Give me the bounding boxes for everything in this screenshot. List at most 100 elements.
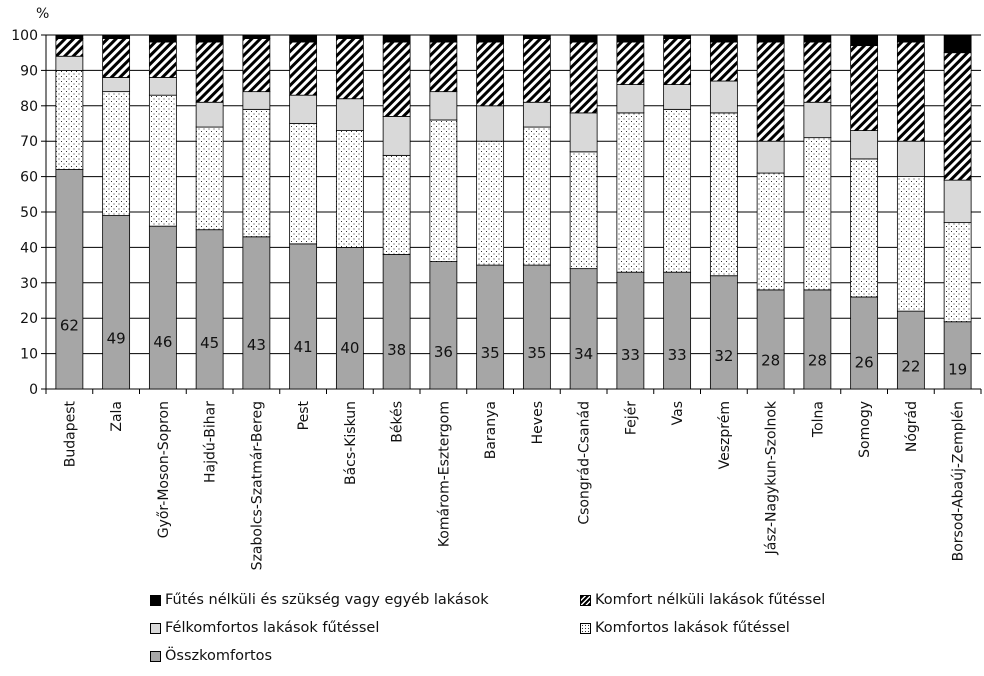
bar-segment bbox=[289, 123, 318, 245]
data-label: 19 bbox=[948, 360, 967, 378]
bar-segment bbox=[148, 94, 177, 227]
bar-segment bbox=[663, 84, 692, 110]
bar-segment bbox=[476, 34, 505, 43]
x-tick-label: Somogy bbox=[857, 401, 873, 458]
x-tick-label: Borsod-Abaúj-Zemplén bbox=[951, 401, 967, 561]
bar-segment bbox=[803, 101, 832, 139]
bar-segment bbox=[242, 91, 271, 110]
bar-segment bbox=[195, 126, 224, 231]
x-tick-label: Csongrád-Csanád bbox=[577, 401, 593, 525]
bar-segment bbox=[429, 261, 458, 390]
bar-segment bbox=[709, 275, 738, 390]
bars bbox=[55, 34, 972, 390]
bar-segment bbox=[195, 41, 224, 103]
bar-segment bbox=[896, 34, 925, 43]
x-tick-label: Veszprém bbox=[717, 401, 733, 469]
data-label: 62 bbox=[60, 316, 79, 334]
bar-segment bbox=[289, 94, 318, 124]
bar-segment bbox=[569, 151, 598, 270]
bar-segment bbox=[803, 137, 832, 291]
bar-segment bbox=[476, 264, 505, 390]
bar-segment bbox=[522, 264, 551, 390]
bar-segment bbox=[382, 34, 411, 43]
x-tick-label: Bács-Kiskun bbox=[343, 401, 359, 485]
bar-segment bbox=[616, 271, 645, 390]
data-label: 28 bbox=[761, 351, 780, 369]
bar-segment bbox=[803, 41, 832, 103]
data-label: 32 bbox=[714, 347, 733, 365]
bar-segment bbox=[756, 172, 785, 291]
y-axis-unit-label: % bbox=[36, 6, 49, 22]
legend-item: Komfort nélküli lakások fűtéssel bbox=[580, 592, 825, 608]
bar-segment bbox=[756, 34, 785, 43]
data-labels: 62 49 46 45 43 41 40 38 36 35 35 34 33 33 32 28 28 26 22 19 bbox=[60, 316, 967, 378]
data-label: 43 bbox=[247, 336, 266, 354]
bar-segment bbox=[663, 108, 692, 273]
legend-label: Komfortos lakások fűtéssel bbox=[595, 620, 790, 636]
data-label: 33 bbox=[668, 346, 687, 364]
bar-segment bbox=[709, 41, 738, 82]
bar-segment bbox=[55, 38, 84, 57]
bar-segment bbox=[242, 38, 271, 93]
y-tick-label: 60 bbox=[20, 170, 38, 186]
bar-segment bbox=[850, 296, 879, 390]
bar-segment bbox=[663, 34, 692, 39]
legend-label: Összkomfortos bbox=[165, 648, 273, 664]
x-axis-labels: Budapest Zala Győr-Moson-Sopron Hajdú-Bihar… bbox=[62, 400, 966, 570]
bar-segment bbox=[476, 140, 505, 266]
bar-segment bbox=[429, 91, 458, 121]
y-tick-label: 70 bbox=[20, 134, 38, 150]
bar-segment bbox=[803, 34, 832, 43]
bar-segment bbox=[522, 101, 551, 128]
x-tick-label: Szabolcs-Szatmár-Bereg bbox=[249, 401, 265, 570]
legend-label: Fűtés nélküli és szükség vagy egyéb laká… bbox=[165, 592, 489, 608]
bar-segment bbox=[148, 77, 177, 96]
data-label: 49 bbox=[107, 330, 126, 348]
bar-segment bbox=[55, 70, 84, 170]
bar-segment bbox=[476, 41, 505, 107]
x-tick-label: Hajdú-Bihar bbox=[203, 401, 219, 483]
bar-segment bbox=[335, 34, 364, 39]
x-tick-label: Heves bbox=[530, 401, 546, 444]
bar-segment bbox=[102, 34, 131, 39]
bar-segment bbox=[850, 158, 879, 298]
data-label: 33 bbox=[621, 346, 640, 364]
bar-segment bbox=[616, 34, 645, 43]
bar-segment bbox=[756, 289, 785, 390]
bar-segment bbox=[102, 91, 131, 216]
data-label: 28 bbox=[808, 351, 827, 369]
data-label: 34 bbox=[574, 345, 593, 363]
bar-segment bbox=[709, 80, 738, 114]
data-label: 41 bbox=[294, 338, 313, 356]
gridlines bbox=[46, 34, 981, 390]
bar-segment bbox=[102, 215, 131, 390]
bar-segment bbox=[148, 34, 177, 43]
bar-segment bbox=[522, 34, 551, 39]
legend-swatch bbox=[150, 622, 161, 634]
bar-segment bbox=[943, 52, 972, 181]
bar-segment bbox=[896, 310, 925, 390]
bar-segment bbox=[943, 321, 972, 390]
bar-segment bbox=[850, 130, 879, 160]
bar-segment bbox=[102, 77, 131, 93]
x-tick-label: Budapest bbox=[62, 400, 78, 467]
bar-segment bbox=[289, 41, 318, 96]
x-tick-label: Jász-Nagykun-Szolnok bbox=[764, 400, 780, 555]
bar-segment bbox=[335, 246, 364, 390]
x-tick-label: Győr-Moson-Sopron bbox=[156, 401, 172, 538]
bar-segment bbox=[55, 34, 84, 39]
x-tick-label: Zala bbox=[109, 401, 125, 432]
bar-segment bbox=[476, 105, 505, 142]
bar-segment bbox=[896, 140, 925, 177]
x-tick-label: Békés bbox=[390, 401, 406, 443]
data-label: 36 bbox=[434, 343, 453, 361]
bar-segment bbox=[522, 38, 551, 103]
bar-segment bbox=[242, 236, 271, 390]
bar-segment bbox=[148, 41, 177, 78]
bar-segment bbox=[943, 179, 972, 224]
bar-segment bbox=[943, 222, 972, 323]
y-tick-label: 90 bbox=[20, 63, 38, 79]
legend: Fűtés nélküli és szükség vagy egyéb laká… bbox=[150, 592, 930, 676]
bar-segment bbox=[756, 41, 785, 142]
